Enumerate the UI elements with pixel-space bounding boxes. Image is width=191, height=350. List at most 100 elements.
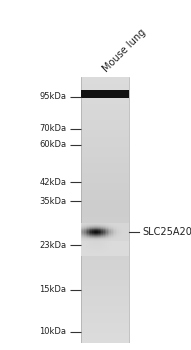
- Bar: [126, 248, 129, 249]
- Bar: [81, 107, 129, 110]
- Bar: [100, 250, 102, 251]
- Bar: [117, 255, 119, 256]
- Bar: [105, 244, 107, 245]
- Bar: [81, 94, 129, 97]
- Bar: [90, 255, 93, 256]
- Bar: [126, 245, 129, 246]
- Bar: [102, 248, 105, 249]
- Bar: [81, 177, 129, 180]
- Bar: [119, 250, 121, 251]
- Bar: [88, 249, 90, 250]
- Bar: [81, 246, 83, 247]
- Bar: [81, 100, 129, 104]
- Bar: [126, 242, 129, 243]
- Bar: [90, 242, 93, 243]
- Bar: [81, 253, 129, 257]
- Bar: [119, 254, 121, 255]
- Bar: [86, 245, 88, 246]
- Bar: [83, 249, 86, 250]
- Bar: [81, 137, 129, 140]
- Bar: [109, 248, 112, 249]
- Bar: [81, 310, 129, 313]
- Bar: [100, 254, 102, 255]
- Bar: [81, 77, 129, 80]
- Bar: [114, 246, 117, 247]
- Bar: [81, 253, 83, 254]
- Bar: [90, 253, 93, 254]
- Bar: [81, 245, 83, 246]
- Bar: [93, 248, 95, 249]
- Bar: [121, 253, 124, 254]
- Bar: [81, 323, 129, 327]
- Bar: [109, 247, 112, 248]
- Bar: [81, 250, 129, 253]
- Bar: [83, 252, 86, 253]
- Bar: [112, 251, 114, 252]
- Bar: [119, 245, 121, 246]
- Bar: [90, 254, 93, 255]
- Bar: [81, 242, 83, 243]
- Bar: [81, 267, 129, 270]
- Bar: [109, 250, 112, 251]
- Bar: [100, 247, 102, 248]
- Bar: [105, 245, 107, 246]
- Bar: [93, 245, 95, 246]
- Bar: [107, 246, 109, 247]
- Bar: [83, 246, 86, 247]
- Bar: [105, 250, 107, 251]
- Bar: [105, 246, 107, 247]
- Bar: [102, 242, 105, 243]
- Bar: [105, 255, 107, 256]
- Bar: [86, 253, 88, 254]
- Bar: [100, 242, 102, 243]
- Bar: [109, 243, 112, 244]
- Bar: [90, 244, 93, 245]
- Bar: [124, 249, 126, 250]
- Bar: [114, 248, 117, 249]
- Bar: [107, 255, 109, 256]
- Bar: [114, 247, 117, 248]
- Bar: [119, 242, 121, 243]
- Bar: [119, 244, 121, 245]
- Bar: [81, 183, 129, 187]
- Bar: [109, 253, 112, 254]
- Bar: [98, 244, 100, 245]
- Bar: [81, 163, 129, 167]
- Bar: [121, 246, 124, 247]
- Bar: [88, 245, 90, 246]
- Bar: [112, 247, 114, 248]
- Bar: [86, 251, 88, 252]
- Bar: [88, 246, 90, 247]
- Bar: [121, 242, 124, 243]
- Bar: [100, 252, 102, 253]
- Bar: [102, 254, 105, 255]
- Bar: [81, 233, 129, 237]
- Bar: [102, 253, 105, 254]
- Bar: [121, 244, 124, 245]
- Bar: [112, 255, 114, 256]
- Bar: [102, 255, 105, 256]
- Bar: [81, 313, 129, 316]
- Bar: [107, 242, 109, 243]
- Bar: [100, 253, 102, 254]
- Bar: [86, 250, 88, 251]
- Bar: [102, 249, 105, 250]
- Bar: [119, 243, 121, 244]
- Text: 42kDa: 42kDa: [39, 178, 66, 187]
- Bar: [124, 255, 126, 256]
- Bar: [81, 90, 129, 94]
- Bar: [107, 245, 109, 246]
- Bar: [95, 251, 98, 252]
- Bar: [124, 241, 126, 242]
- Bar: [81, 280, 129, 283]
- Bar: [95, 241, 98, 242]
- Bar: [124, 250, 126, 251]
- Bar: [107, 249, 109, 250]
- Bar: [88, 251, 90, 252]
- Bar: [81, 330, 129, 333]
- Bar: [124, 247, 126, 248]
- Bar: [88, 254, 90, 255]
- Bar: [83, 244, 86, 245]
- Bar: [81, 90, 129, 98]
- Bar: [83, 247, 86, 248]
